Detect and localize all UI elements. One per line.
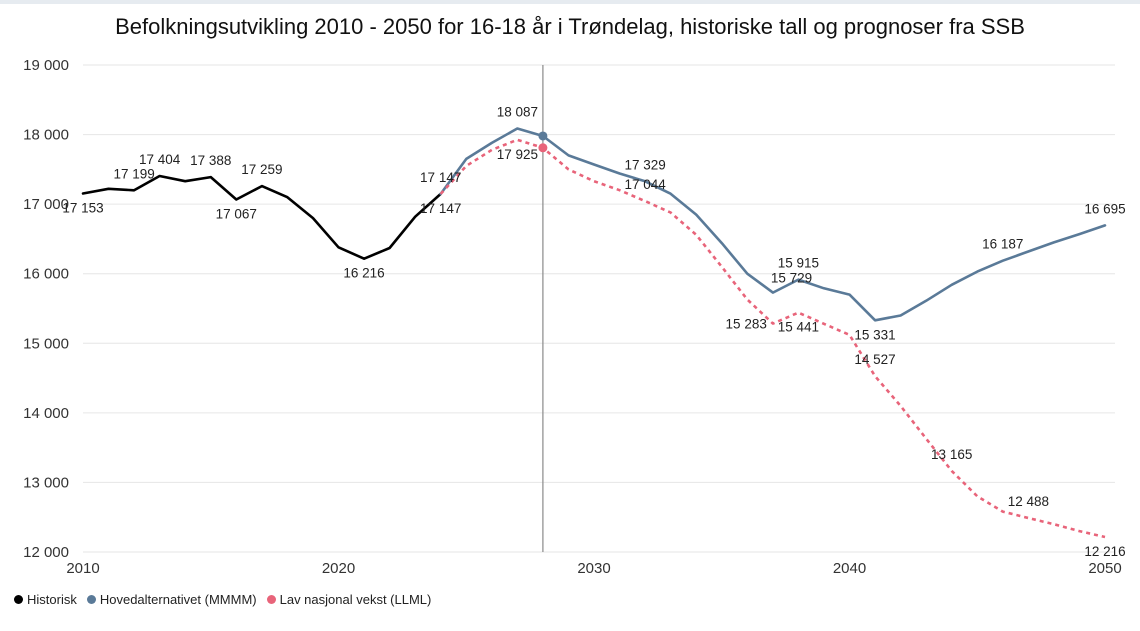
data-label: 13 165	[931, 447, 972, 462]
legend-item: Hovedalternativet (MMMM)	[86, 592, 257, 607]
data-label: 17 329	[624, 157, 665, 172]
y-tick-label: 14 000	[23, 405, 69, 422]
y-tick-label: 18 000	[23, 127, 69, 144]
series-line-0	[81, 174, 442, 260]
y-tick-label: 17 000	[23, 196, 69, 213]
x-tick-label: 2010	[66, 560, 99, 577]
data-label: 17 147	[420, 201, 461, 216]
data-label: 12 216	[1084, 544, 1125, 559]
chart-title: Befolkningsutvikling 2010 - 2050 for 16-…	[115, 14, 1025, 39]
data-label: 17 147	[420, 170, 461, 185]
data-label: 16 187	[982, 237, 1023, 252]
data-label: 17 388	[190, 153, 231, 168]
x-tick-label: 2030	[577, 560, 610, 577]
data-label: 15 331	[854, 327, 895, 342]
x-tick-label: 2050	[1088, 560, 1121, 577]
data-label: 17 067	[216, 206, 257, 221]
legend-label: Hovedalternativet (MMMM)	[99, 592, 257, 607]
data-label: 17 925	[497, 147, 538, 162]
legend-label: Historisk	[27, 592, 77, 607]
legend-item: Historisk	[14, 592, 77, 607]
data-label: 17 404	[139, 152, 181, 167]
data-label: 17 153	[62, 200, 103, 215]
series-line-1	[439, 127, 1107, 322]
legend-label: Lav nasjonal vekst (LLML)	[279, 592, 432, 607]
data-label: 18 087	[497, 105, 538, 120]
data-label: 15 915	[778, 256, 819, 271]
chart-legend: Historisk Hovedalternativet (MMMM) Lav nas…	[14, 592, 431, 607]
y-tick-label: 15 000	[23, 335, 69, 352]
data-label: 17 199	[113, 166, 154, 181]
data-label: 15 283	[726, 317, 767, 332]
data-label: 15 729	[771, 271, 812, 286]
x-tick-label: 2040	[833, 560, 866, 577]
y-tick-label: 13 000	[23, 474, 69, 491]
x-tick-label: 2020	[322, 560, 355, 577]
y-tick-label: 19 000	[23, 57, 69, 74]
series-marker-1	[538, 131, 548, 141]
y-tick-label: 12 000	[23, 544, 69, 561]
y-tick-label: 16 000	[23, 266, 69, 283]
data-label: 16 695	[1084, 201, 1125, 216]
series-line-2	[439, 138, 1106, 539]
data-label: 15 441	[778, 320, 819, 335]
data-label: 16 216	[343, 266, 384, 281]
data-label: 17 259	[241, 162, 282, 177]
data-label: 14 527	[854, 352, 895, 367]
data-label: 17 044	[624, 177, 666, 192]
legend-item: Lav nasjonal vekst (LLML)	[266, 592, 432, 607]
legend-dot-icon	[266, 595, 276, 604]
legend-dot-icon	[86, 595, 96, 604]
legend-dot-icon	[14, 595, 23, 604]
series-marker-2	[538, 143, 548, 153]
data-label: 12 488	[1008, 494, 1049, 509]
